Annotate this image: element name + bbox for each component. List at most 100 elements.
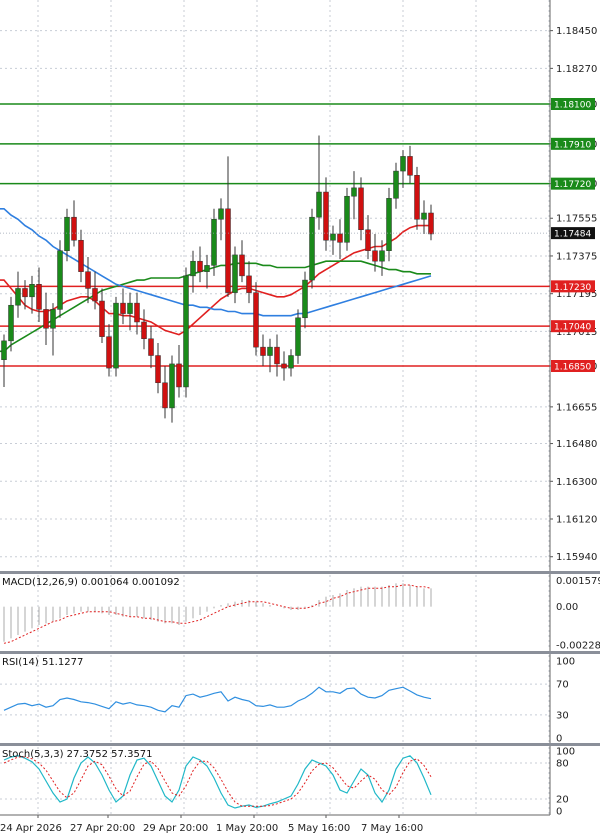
candle-body <box>106 336 112 369</box>
price-axis: 1.18450 1.18270 1.18100 1.17910 1.17720 1.175… <box>0 26 597 563</box>
candle-body <box>183 275 189 388</box>
candle-body <box>421 212 427 220</box>
panel-separator <box>0 743 600 746</box>
price-tick-label: 1.15940 <box>556 552 597 563</box>
time-tick-label: 1 May 20:00 <box>216 823 278 834</box>
candle-body <box>365 229 371 251</box>
candle-body <box>344 195 350 243</box>
macd-axis-label: 0.00 <box>556 602 578 613</box>
moving-average-line <box>0 208 432 317</box>
price-tick-label: 1.16300 <box>556 477 597 488</box>
candle-body <box>148 338 154 356</box>
candle-body <box>302 279 308 319</box>
candle-body <box>22 288 28 298</box>
candle-body <box>295 317 301 356</box>
candle-body <box>15 288 21 306</box>
candlesticks <box>1 135 434 423</box>
stoch-axis-label: 80 <box>556 759 569 770</box>
price-tick-label: 1.17555 <box>556 214 597 225</box>
candle-body <box>85 271 91 289</box>
candle-body <box>386 198 392 251</box>
candle-body <box>8 304 14 342</box>
candle-body <box>337 233 343 243</box>
candle-body <box>239 254 245 277</box>
candle-body <box>330 233 336 241</box>
stoch-k-line <box>3 755 432 809</box>
macd-panel: MACD(12,26,9) 0.001064 0.001092 0.001579 0… <box>2 576 600 651</box>
candle-body <box>225 208 231 293</box>
level-label: 1.17720 <box>554 180 591 190</box>
candle-body <box>29 284 35 298</box>
candle-body <box>407 156 413 176</box>
candle-body <box>281 363 287 369</box>
price-tick-label: 1.17375 <box>556 251 597 262</box>
candle-body <box>323 191 329 241</box>
moving-average-line <box>0 260 431 353</box>
candle-body <box>78 239 84 272</box>
candle-body <box>71 216 77 241</box>
price-tick-label: 1.16120 <box>556 515 597 526</box>
rsi-panel: RSI(14) 51.1277 100 70 30 0 <box>0 657 575 745</box>
candle-body <box>400 156 406 172</box>
candle-body <box>169 363 175 409</box>
current-price-label: 1.17484 <box>554 230 591 240</box>
candle-body <box>253 292 259 348</box>
rsi-axis-label: 70 <box>556 680 569 691</box>
candle-body <box>57 250 63 310</box>
level-labels: 1.18100 1.17910 1.17720 1.17230 1.17040 1.168… <box>551 98 595 373</box>
level-label: 1.16850 <box>554 363 591 373</box>
time-tick-label: 29 Apr 20:00 <box>143 823 208 834</box>
candle-body <box>162 382 168 409</box>
stoch-axis-label: 0 <box>556 807 562 818</box>
rsi-axis-label: 0 <box>556 734 562 745</box>
candle-body <box>204 265 210 272</box>
stoch-axis-label: 20 <box>556 795 569 806</box>
candle-body <box>316 191 322 218</box>
price-tick-label: 1.16480 <box>556 439 597 450</box>
stoch-d-line <box>3 756 432 807</box>
candle-body <box>127 302 133 314</box>
level-label-box <box>551 177 595 190</box>
candle-body <box>260 346 266 356</box>
level-label: 1.18100 <box>554 101 591 111</box>
level-label: 1.17040 <box>554 323 591 333</box>
rsi-line <box>3 686 432 713</box>
candle-body <box>246 275 252 293</box>
candle-body <box>218 208 224 220</box>
price-tick-label: 1.17195 <box>556 289 597 300</box>
price-tick-label: 1.18270 <box>556 64 597 75</box>
panel-separator <box>0 571 600 574</box>
candle-body <box>141 321 147 340</box>
level-label-box <box>551 320 595 333</box>
candle-body <box>358 187 364 231</box>
rsi-axis-label: 30 <box>556 710 569 721</box>
macd-axis-label: 0.001579 <box>556 576 600 587</box>
candle-body <box>372 250 378 262</box>
candle-body <box>232 254 238 293</box>
price-tick-label: 1.16655 <box>556 402 597 413</box>
rsi-title: RSI(14) 51.1277 <box>2 657 83 668</box>
panel-frames <box>0 0 600 816</box>
candle-body <box>50 309 56 329</box>
candle-body <box>92 288 98 302</box>
time-tick-label: 27 Apr 20:00 <box>70 823 135 834</box>
candle-body <box>134 302 140 323</box>
rsi-axis-label: 100 <box>556 657 575 668</box>
stoch-axis-label: 100 <box>556 747 575 758</box>
stoch-title: Stoch(5,3,3) 27.3752 57.3571 <box>2 749 153 760</box>
candle-body <box>155 355 161 384</box>
time-axis: 24 Apr 2026 27 Apr 20:00 29 Apr 20:00 1 May… <box>0 815 423 834</box>
level-lines <box>0 103 550 367</box>
level-label: 1.17910 <box>554 140 591 150</box>
candle-body <box>211 219 217 266</box>
candle-body <box>99 300 105 337</box>
panel-separator <box>0 651 600 654</box>
level-label: 1.17230 <box>554 283 591 293</box>
candle-body <box>113 302 119 369</box>
macd-title: MACD(12,26,9) 0.001064 0.001092 <box>2 577 180 588</box>
candle-body <box>274 346 280 365</box>
macd-signal-line <box>3 584 432 644</box>
moving-average-line <box>0 224 431 336</box>
candle-body <box>379 250 385 262</box>
